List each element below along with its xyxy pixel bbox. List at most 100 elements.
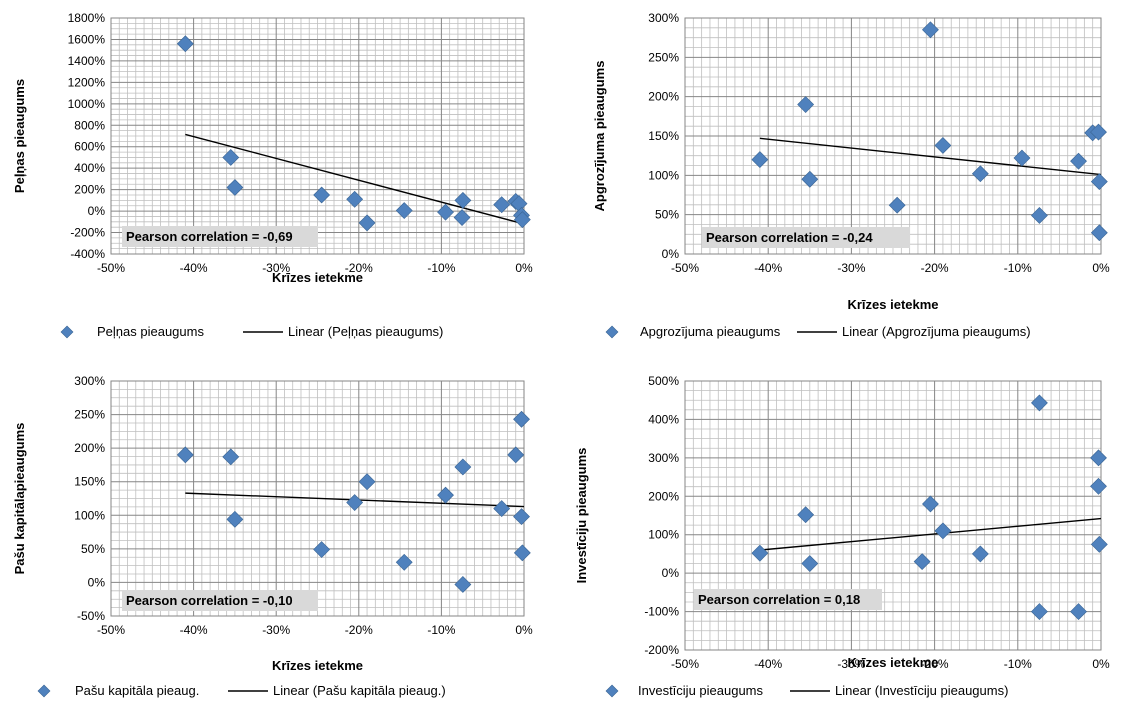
- data-point: [454, 191, 472, 209]
- data-point: [801, 170, 819, 188]
- data-point: [1090, 535, 1108, 553]
- x-axis-title: Krīzes ietekme: [847, 297, 938, 312]
- y-tick-label: 1400%: [68, 54, 106, 68]
- data-point: [358, 214, 376, 232]
- y-axis-title: Apgrozījuma pieaugums: [592, 61, 607, 212]
- y-tick-label: 150%: [74, 475, 105, 489]
- data-point: [1090, 173, 1108, 191]
- y-tick-label: 200%: [74, 441, 105, 455]
- data-point: [1090, 224, 1108, 242]
- correlation-label: Pearson correlation = -0,69: [126, 229, 293, 244]
- legend-marker: [605, 684, 619, 698]
- y-tick-label: 0%: [662, 566, 680, 580]
- data-point: [1090, 123, 1107, 141]
- y-tick-label: 600%: [74, 140, 105, 154]
- y-tick-label: 500%: [648, 374, 679, 388]
- data-point: [513, 211, 531, 229]
- y-tick-label: 300%: [648, 11, 679, 25]
- data-point: [513, 544, 531, 562]
- data-point: [1031, 603, 1048, 620]
- x-tick-label: -10%: [427, 623, 455, 637]
- data-point: [888, 196, 906, 214]
- x-tick-label: 0%: [1092, 261, 1110, 275]
- trendline: [759, 517, 1102, 551]
- x-tick-label: -30%: [262, 623, 290, 637]
- x-tick-label: 0%: [515, 623, 533, 637]
- legend: Apgrozījuma pieaugums Linear (Apgrozījuma…: [605, 324, 1031, 339]
- y-tick-label: 250%: [74, 408, 105, 422]
- chart-panel-2: 0% 50% 100% 150% 200% 250% 300% -50% -40% -30% -20…: [592, 11, 1110, 339]
- data-point: [313, 541, 331, 558]
- legend-marker: [605, 325, 619, 339]
- y-tick-label: 0%: [662, 247, 680, 261]
- legend: Peļņas pieaugums Linear (Peļņas pieaugums…: [60, 324, 443, 339]
- legend: Investīciju pieaugums Linear (Investīciju…: [605, 683, 1008, 698]
- correlation-box: [702, 227, 910, 248]
- x-tick-label: -40%: [754, 261, 782, 275]
- data-point: [454, 458, 472, 476]
- y-axis-title: Investīciju pieaugums: [574, 448, 589, 584]
- y-tick-label: 100%: [648, 528, 679, 542]
- data-point: [797, 506, 815, 524]
- data-point: [313, 186, 331, 204]
- y-tick-label: 150%: [648, 129, 679, 143]
- x-tick-label: -30%: [837, 261, 865, 275]
- x-tick-label: 0%: [1092, 657, 1110, 671]
- x-tick-label: -30%: [837, 657, 865, 671]
- y-tick-label: 1800%: [68, 11, 106, 25]
- correlation-box: [122, 226, 318, 247]
- plot-area-border: [110, 17, 525, 255]
- data-point: [453, 209, 471, 226]
- y-tick-label: 400%: [74, 161, 105, 175]
- x-tick-label: -20%: [345, 623, 373, 637]
- data-point: [507, 446, 525, 464]
- plot-area-border: [684, 380, 1102, 651]
- legend-trendline-label: Linear (Apgrozījuma pieaugums): [842, 324, 1031, 339]
- data-point: [922, 21, 939, 39]
- trendline: [759, 137, 1102, 176]
- correlation-label: Pearson correlation = 0,18: [698, 592, 860, 607]
- legend-trendline-label: Linear (Investīciju pieaugums): [835, 683, 1008, 698]
- x-tick-label: -20%: [921, 657, 949, 671]
- x-axis-title: Krīzes ietekme: [847, 655, 938, 670]
- data-point: [751, 544, 769, 562]
- x-tick-label: -50%: [97, 261, 125, 275]
- x-tick-label: -40%: [180, 623, 208, 637]
- data-point: [971, 165, 989, 183]
- legend-series-label: Peļņas pieaugums: [97, 324, 204, 339]
- data-point: [346, 190, 364, 208]
- x-tick-label: -20%: [921, 261, 949, 275]
- data-point: [513, 508, 530, 526]
- data-point: [437, 486, 454, 504]
- legend-marker: [37, 684, 51, 698]
- legend-trendline-label: Linear (Peļņas pieaugums): [288, 324, 443, 339]
- y-tick-label: -200%: [644, 643, 679, 657]
- data-point: [913, 553, 931, 571]
- correlation-box: [122, 590, 318, 611]
- y-tick-label: 100%: [648, 168, 679, 182]
- x-tick-label: -10%: [1004, 657, 1032, 671]
- data-point: [1070, 152, 1087, 170]
- x-tick-label: -50%: [97, 623, 125, 637]
- y-tick-label: 50%: [655, 208, 679, 222]
- y-tick-label: -100%: [644, 605, 679, 619]
- x-tick-label: -30%: [262, 261, 290, 275]
- y-tick-label: 300%: [74, 374, 105, 388]
- chart-panel-1: -400% -200% 0% 200% 400% 600% 800% 1000% 1200% 14…: [12, 11, 533, 339]
- x-tick-label: -20%: [345, 261, 373, 275]
- data-point: [1013, 149, 1031, 167]
- correlation-box: [694, 589, 882, 610]
- y-tick-label: 800%: [74, 118, 105, 132]
- data-point: [751, 151, 769, 169]
- data-point: [513, 410, 530, 428]
- y-tick-label: 200%: [74, 183, 105, 197]
- y-tick-label: 0%: [88, 204, 106, 218]
- y-tick-label: 0%: [88, 575, 106, 589]
- chart-panel-4: -200% -100% 0% 100% 200% 300% 400% 500% -50% -40%…: [574, 374, 1110, 698]
- data-point: [1031, 207, 1048, 224]
- y-tick-label: 200%: [648, 489, 679, 503]
- data-point: [1031, 394, 1048, 412]
- data-point: [222, 448, 240, 466]
- x-tick-label: -40%: [180, 261, 208, 275]
